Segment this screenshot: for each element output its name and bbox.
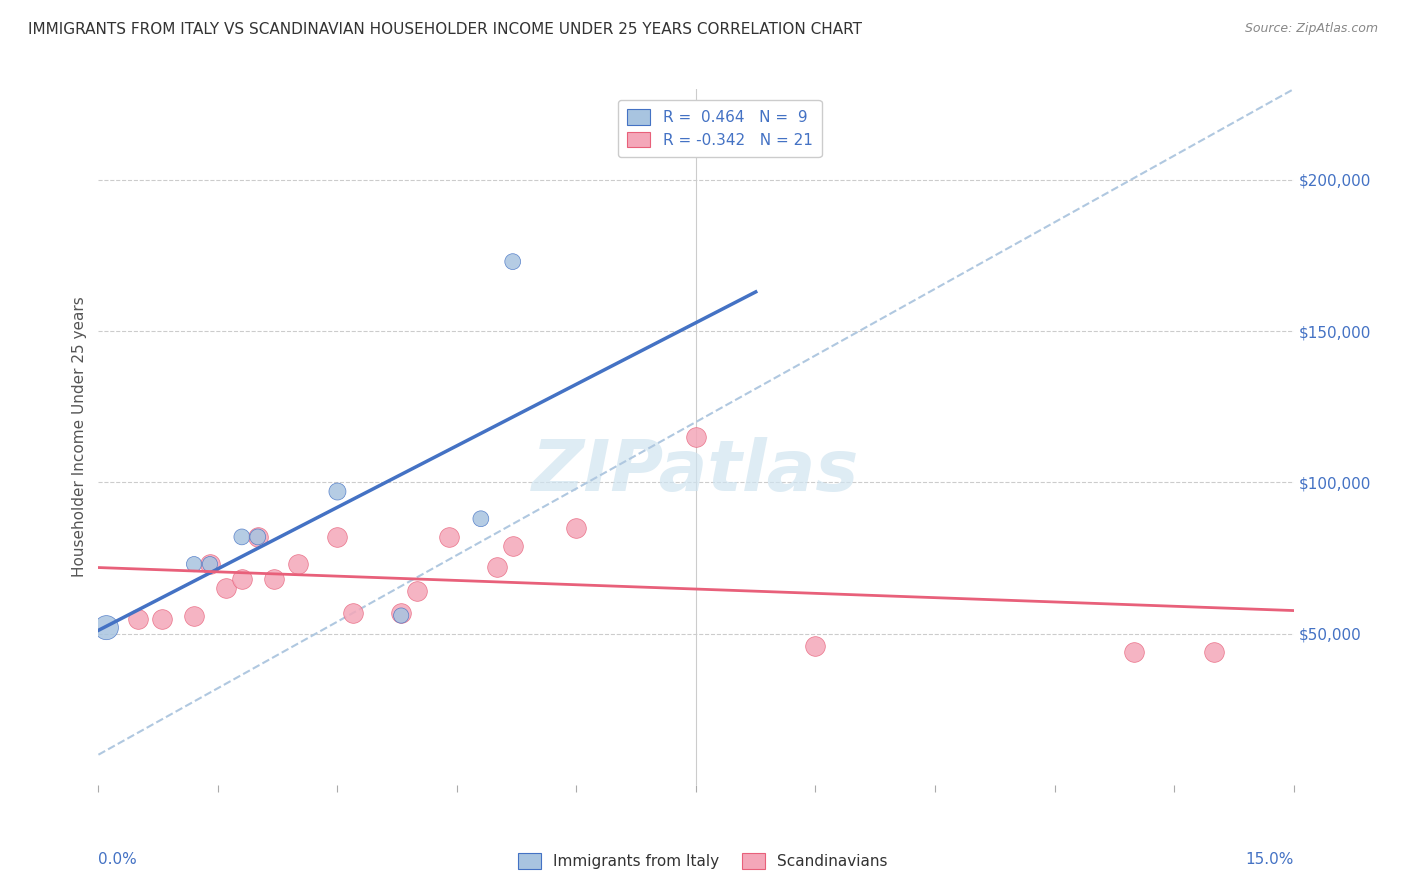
Legend: Immigrants from Italy, Scandinavians: Immigrants from Italy, Scandinavians — [512, 847, 894, 875]
Point — [1202, 645, 1225, 659]
Y-axis label: Householder Income Under 25 years: Householder Income Under 25 years — [72, 297, 87, 577]
Point — [231, 530, 253, 544]
Legend: R =  0.464   N =  9, R = -0.342   N = 21: R = 0.464 N = 9, R = -0.342 N = 21 — [619, 100, 821, 157]
Point — [183, 557, 205, 571]
Point — [470, 512, 492, 526]
Point — [263, 572, 285, 586]
Point — [485, 560, 508, 574]
Point — [389, 606, 412, 620]
Point — [565, 521, 588, 535]
Point — [96, 621, 118, 635]
Text: Source: ZipAtlas.com: Source: ZipAtlas.com — [1244, 22, 1378, 36]
Point — [246, 530, 269, 544]
Text: ZIPatlas: ZIPatlas — [533, 437, 859, 507]
Text: 0.0%: 0.0% — [98, 852, 138, 866]
Text: IMMIGRANTS FROM ITALY VS SCANDINAVIAN HOUSEHOLDER INCOME UNDER 25 YEARS CORRELAT: IMMIGRANTS FROM ITALY VS SCANDINAVIAN HO… — [28, 22, 862, 37]
Point — [183, 608, 205, 623]
Text: 15.0%: 15.0% — [1246, 852, 1294, 866]
Point — [231, 572, 253, 586]
Point — [685, 430, 707, 444]
Point — [326, 530, 349, 544]
Point — [804, 639, 827, 653]
Point — [502, 539, 524, 553]
Point — [287, 557, 309, 571]
Point — [437, 530, 460, 544]
Point — [502, 254, 524, 268]
Point — [215, 582, 238, 596]
Point — [389, 608, 412, 623]
Point — [406, 584, 429, 599]
Point — [1123, 645, 1146, 659]
Point — [246, 530, 269, 544]
Point — [198, 557, 221, 571]
Point — [326, 484, 349, 499]
Point — [342, 606, 364, 620]
Point — [198, 557, 221, 571]
Point — [127, 611, 149, 625]
Point — [150, 611, 173, 625]
